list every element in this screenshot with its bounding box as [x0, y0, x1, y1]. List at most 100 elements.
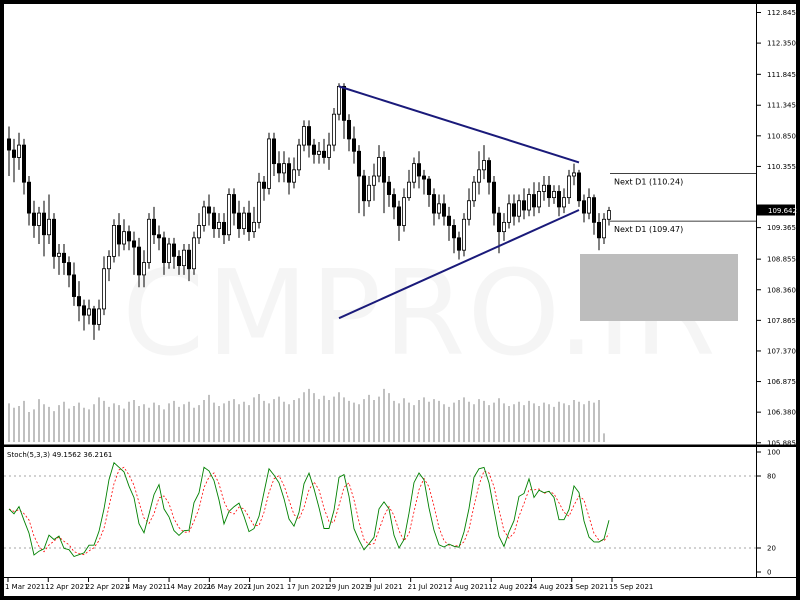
candle-body	[416, 163, 421, 177]
candle-body	[386, 181, 391, 195]
price-tick-label: 107.865	[767, 317, 796, 325]
candle-body	[201, 206, 206, 226]
candle-body	[557, 191, 562, 208]
candle-body	[87, 308, 92, 316]
trendline-upper	[338, 85, 580, 164]
candle-body	[57, 252, 62, 257]
candle-body	[261, 181, 266, 189]
candle-body	[11, 149, 16, 158]
candle-body	[336, 85, 341, 115]
price-tick-label: 112.350	[767, 40, 796, 48]
candle-body	[211, 212, 216, 229]
candle-body	[196, 225, 201, 239]
price-pane-bg	[4, 4, 756, 445]
stochastic-tick-label: 80	[767, 473, 776, 481]
time-tick-label: 22 Apr 2021	[86, 583, 129, 591]
stochastic-signal-line	[8, 466, 610, 556]
candle-body	[597, 221, 602, 239]
candle-body	[451, 225, 456, 239]
candle-body	[107, 255, 112, 270]
candle-body	[421, 175, 426, 180]
candle-body	[466, 200, 471, 220]
candle-body	[256, 181, 261, 223]
candle-body	[206, 206, 211, 214]
price-tick-label: 109.365	[767, 224, 796, 232]
candle-body	[461, 218, 466, 251]
candle-body	[512, 203, 517, 217]
price-tick-label: 111.345	[767, 102, 796, 110]
candle-body	[146, 218, 151, 263]
candle-body	[396, 206, 401, 226]
candle-body	[341, 85, 346, 121]
candle-body	[607, 210, 612, 220]
candles-group	[7, 83, 612, 340]
candle-body	[127, 231, 132, 242]
candle-body	[67, 262, 72, 276]
candle-body	[82, 305, 87, 316]
candle-body	[486, 160, 491, 183]
candle-body	[406, 181, 411, 199]
time-tick-label: 21 Jul 2021	[408, 583, 448, 591]
candle-body	[52, 218, 57, 257]
candle-body	[281, 163, 286, 174]
candle-body	[191, 237, 196, 270]
candle-body	[156, 234, 161, 239]
candle-body	[226, 194, 231, 236]
stochastic-axis: 100 80 20 0	[757, 449, 780, 577]
candle-body	[7, 138, 12, 151]
time-tick-label: 12 Apr 2021	[45, 583, 88, 591]
gray-zone-rect	[580, 254, 738, 321]
candle-body	[582, 200, 587, 214]
candle-body	[602, 218, 607, 239]
time-tick-label: 24 Aug 2021	[528, 583, 573, 591]
stochastic-label: Stoch(5,3,3) 49.1562 36.2161	[7, 451, 112, 459]
candle-body	[506, 203, 511, 223]
candle-body	[537, 191, 542, 208]
candle-body	[72, 274, 77, 297]
candle-body	[366, 184, 371, 202]
candle-body	[92, 308, 97, 325]
candle-body	[176, 255, 181, 267]
candle-body	[316, 150, 321, 155]
candle-body	[141, 262, 146, 276]
candle-body	[216, 221, 221, 229]
current-price-box	[757, 204, 795, 216]
candle-body	[47, 218, 52, 236]
candle-body	[266, 138, 271, 189]
candle-body	[166, 243, 171, 263]
candle-body	[251, 221, 256, 233]
stochastic-axis-bg	[757, 447, 796, 577]
candle-body	[131, 240, 136, 248]
candle-body	[361, 175, 366, 202]
price-tick-label: 105.885	[767, 439, 796, 447]
candle-body	[77, 296, 82, 307]
price-tick-label: 107.370	[767, 347, 796, 355]
candle-body	[246, 212, 251, 233]
volume-bars	[8, 388, 605, 442]
candle-body	[102, 268, 107, 310]
trendline-lower	[338, 209, 580, 320]
candle-body	[296, 144, 301, 171]
candle-body	[136, 246, 141, 276]
candle-body	[161, 237, 166, 263]
candle-body	[286, 163, 291, 183]
candle-body	[542, 184, 547, 192]
stochastic-tick-label: 20	[767, 545, 776, 553]
candle-body	[401, 197, 406, 226]
candle-body	[587, 197, 592, 214]
candle-body	[491, 181, 496, 214]
candle-body	[291, 169, 296, 183]
stochastic-tick-label: 0	[767, 569, 771, 577]
candle-body	[552, 191, 557, 199]
candle-body	[271, 138, 276, 165]
time-tick-label: 2 Aug 2021	[448, 583, 488, 591]
candle-body	[436, 203, 441, 214]
candle-body	[122, 231, 127, 245]
candle-body	[117, 225, 122, 245]
time-tick-label: 29 Jun 2021	[327, 583, 369, 591]
candle-body	[547, 184, 552, 199]
candle-body	[32, 212, 37, 226]
current-price-label: 109.642	[768, 207, 797, 215]
